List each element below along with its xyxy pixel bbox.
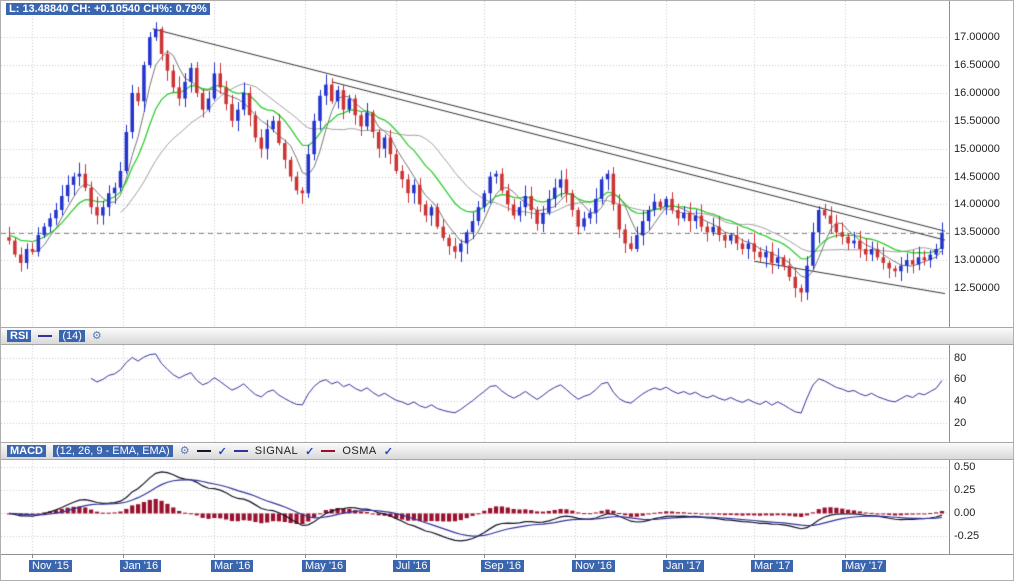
y-tick-label: 80 bbox=[954, 352, 967, 364]
x-axis-label: May '16 bbox=[302, 560, 347, 572]
x-axis-label: Nov '16 bbox=[572, 560, 615, 572]
x-axis-label: Mar '16 bbox=[211, 560, 254, 572]
macd-plot-canvas[interactable] bbox=[1, 460, 949, 554]
signal-line-swatch bbox=[233, 450, 248, 452]
x-axis-label: May '17 bbox=[842, 560, 887, 572]
rsi-header: RSI (14) ⚙ bbox=[1, 327, 1013, 345]
y-tick-label: 0.50 bbox=[954, 461, 976, 473]
gear-icon[interactable]: ⚙ bbox=[91, 329, 102, 342]
y-tick-label: 0.25 bbox=[954, 484, 976, 496]
signal-visible-check-icon[interactable]: ✓ bbox=[305, 445, 315, 458]
y-tick-label: 0.00 bbox=[954, 507, 976, 519]
signal-label: SIGNAL bbox=[254, 445, 299, 457]
osma-line-swatch bbox=[321, 450, 336, 452]
x-axis-tick bbox=[575, 555, 576, 558]
x-axis-tick bbox=[666, 555, 667, 558]
rsi-plot-canvas[interactable] bbox=[1, 345, 949, 442]
x-axis-tick bbox=[396, 555, 397, 558]
x-axis-label: Sep '16 bbox=[481, 560, 524, 572]
rsi-params: (14) bbox=[59, 330, 85, 342]
macd-header: MACD (12, 26, 9 - EMA, EMA) ⚙ ✓ SIGNAL ✓… bbox=[1, 442, 1013, 460]
x-axis-label: Jan '16 bbox=[120, 560, 162, 572]
macd-panel: 0.50 0.25 0.00 -0.25 bbox=[1, 460, 1013, 554]
x-axis-tick bbox=[484, 555, 485, 558]
y-tick-label: 14.50000 bbox=[954, 171, 1000, 183]
y-tick-label: 60 bbox=[954, 373, 967, 385]
y-tick-label: 13.50000 bbox=[954, 226, 1000, 238]
y-tick-label: 13.00000 bbox=[954, 254, 1000, 266]
osma-label: OSMA bbox=[342, 445, 377, 457]
y-tick-label: 15.00000 bbox=[954, 143, 1000, 155]
macd-params: (12, 26, 9 - EMA, EMA) bbox=[53, 445, 173, 457]
x-axis-label: Mar '17 bbox=[751, 560, 794, 572]
price-y-axis: 17.00000 16.50000 16.00000 15.50000 15.00000… bbox=[949, 1, 1013, 327]
macd-visible-check-icon[interactable]: ✓ bbox=[217, 445, 227, 458]
y-tick-label: 16.00000 bbox=[954, 87, 1000, 99]
y-tick-label: -0.25 bbox=[954, 530, 980, 542]
x-axis-tick bbox=[845, 555, 846, 558]
macd-line-swatch bbox=[196, 450, 211, 452]
macd-label: MACD bbox=[7, 445, 46, 457]
x-axis-tick bbox=[32, 555, 33, 558]
osma-visible-check-icon[interactable]: ✓ bbox=[383, 445, 393, 458]
y-tick-label: 17.00000 bbox=[954, 31, 1000, 43]
rsi-line-swatch bbox=[38, 335, 53, 337]
quote-line: L: 13.48840 CH: +0.10540 CH%: 0.79% bbox=[6, 3, 210, 15]
price-plot-canvas[interactable] bbox=[1, 1, 949, 327]
x-axis-label: Nov '15 bbox=[29, 560, 72, 572]
rsi-panel: 80 60 40 20 bbox=[1, 345, 1013, 442]
rsi-y-axis: 80 60 40 20 bbox=[949, 345, 1013, 442]
y-tick-label: 40 bbox=[954, 395, 967, 407]
y-tick-label: 20 bbox=[954, 417, 967, 429]
x-axis-tick bbox=[305, 555, 306, 558]
x-axis-tick bbox=[123, 555, 124, 558]
y-tick-label: 12.50000 bbox=[954, 282, 1000, 294]
y-tick-label: 15.50000 bbox=[954, 115, 1000, 127]
x-axis-tick bbox=[754, 555, 755, 558]
x-axis: Nov '15 Jan '16 Mar '16 May '16 Jul '16 Sep '… bbox=[1, 554, 1013, 580]
gear-icon[interactable]: ⚙ bbox=[179, 444, 190, 457]
y-tick-label: 14.00000 bbox=[954, 198, 1000, 210]
x-axis-label: Jan '17 bbox=[663, 560, 705, 572]
rsi-label: RSI bbox=[7, 330, 32, 342]
macd-y-axis: 0.50 0.25 0.00 -0.25 bbox=[949, 460, 1013, 554]
x-axis-label: Jul '16 bbox=[393, 560, 431, 572]
y-tick-label: 16.50000 bbox=[954, 59, 1000, 71]
price-panel: 17.00000 16.50000 16.00000 15.50000 15.00000… bbox=[1, 1, 1013, 327]
x-axis-tick bbox=[214, 555, 215, 558]
